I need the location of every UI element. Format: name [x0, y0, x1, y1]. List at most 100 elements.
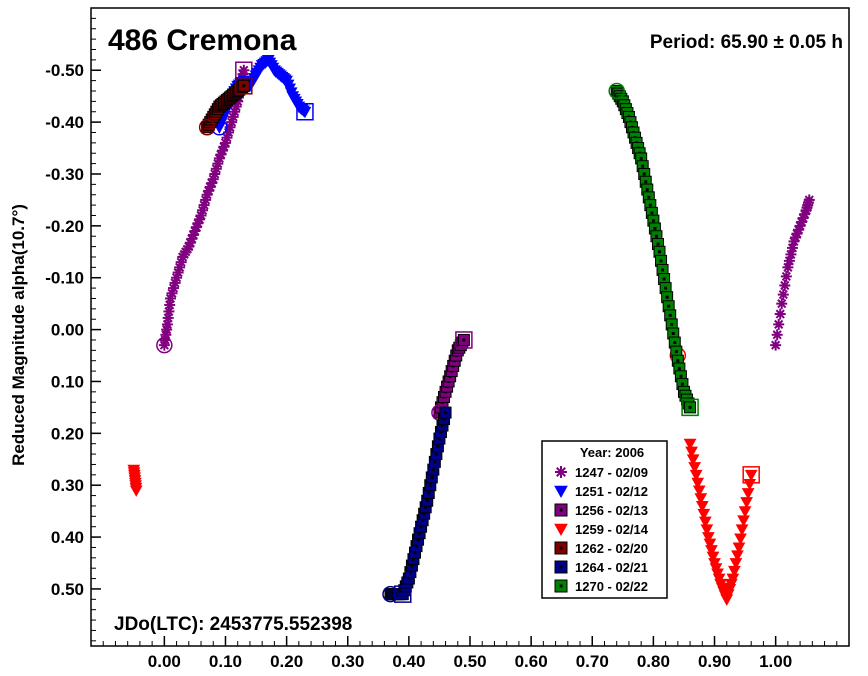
data-point-center: [422, 512, 426, 516]
series-4: [198, 77, 253, 136]
data-point: [212, 158, 224, 170]
data-point: [689, 469, 703, 482]
data-point-center: [559, 565, 563, 569]
data-point-center: [430, 475, 434, 479]
session-end-marker: [235, 77, 253, 95]
x-tick-label: 0.60: [515, 652, 548, 671]
data-point-center: [428, 483, 432, 487]
data-point-center: [677, 366, 681, 370]
data-point: [771, 329, 783, 341]
data-point: [703, 538, 717, 551]
data-marks: [127, 54, 815, 606]
data-point: [705, 545, 718, 557]
x-tick-label: 0.70: [576, 652, 609, 671]
data-point-center: [462, 338, 466, 342]
legend-entry-label: 1251 - 02/12: [575, 484, 648, 499]
data-point-center: [688, 405, 692, 409]
data-point-center: [644, 180, 648, 184]
series-5: [382, 406, 452, 603]
session-end-marker: [455, 331, 473, 349]
data-point-center: [661, 268, 665, 272]
data-point-center: [671, 331, 675, 335]
data-point: [777, 289, 789, 301]
data-point-center: [667, 304, 671, 308]
data-point: [169, 277, 181, 289]
data-point-center: [673, 341, 677, 345]
plot-frame: [90, 7, 850, 647]
data-point: [783, 255, 795, 267]
data-point: [686, 454, 700, 466]
data-point: [700, 524, 714, 536]
data-point-center: [670, 322, 674, 326]
y-axis-title: Reduced Magnitude alpha(10.7°): [9, 204, 28, 466]
axes: 0.00 0.10 0.20 0.30 0.40 0.50 0.60 0.70 0.80 0.90…: [45, 7, 850, 671]
data-point-center: [645, 188, 649, 192]
data-point-center: [408, 570, 412, 574]
data-point-center: [659, 259, 663, 263]
y-tick-label: 0.30: [51, 476, 84, 495]
session-end-marker: [742, 466, 760, 484]
data-point-center: [662, 277, 666, 281]
data-point-center: [444, 411, 448, 415]
y-tick-label: 0.10: [51, 372, 84, 391]
data-point-center: [418, 531, 422, 535]
data-point-center: [440, 424, 444, 428]
data-point-center: [654, 234, 658, 238]
data-point-center: [437, 437, 441, 441]
data-point-center: [413, 551, 417, 555]
data-point: [780, 270, 792, 282]
legend-title: Year: 2006: [580, 445, 644, 460]
data-point-center: [658, 250, 661, 254]
data-point: [695, 501, 709, 513]
data-point: [785, 248, 797, 260]
session-end-marker: [681, 398, 699, 417]
data-point: [298, 106, 312, 119]
data-point: [782, 261, 794, 273]
data-point-center: [680, 382, 684, 386]
legend-entry-label: 1264 - 02/21: [575, 560, 648, 575]
data-point-center: [656, 242, 660, 246]
series-3: [127, 347, 760, 606]
data-point: [732, 542, 746, 554]
data-point-center: [642, 172, 646, 176]
data-point-center: [431, 468, 435, 472]
data-point: [194, 213, 206, 225]
data-point: [706, 551, 720, 564]
data-point-center: [410, 564, 414, 568]
data-point-center: [559, 508, 563, 512]
y-tick-label: 0.50: [51, 580, 84, 599]
y-tick-label: -0.30: [45, 165, 84, 184]
data-point: [770, 339, 782, 351]
data-point: [554, 485, 568, 499]
data-point: [555, 466, 567, 478]
data-point-center: [415, 544, 419, 548]
legend-entry-label: 1247 - 02/09: [575, 465, 648, 480]
data-point-center: [419, 525, 423, 529]
series-0: [156, 61, 815, 354]
data-point-center: [411, 557, 415, 561]
data-point: [692, 485, 706, 497]
data-point-center: [436, 444, 440, 448]
x-tick-label: 0.90: [698, 652, 731, 671]
epoch-label: JDo(LTC): 2453775.552398: [114, 614, 352, 635]
data-point-center: [559, 584, 563, 588]
data-point-center: [664, 286, 668, 290]
data-point: [773, 318, 785, 330]
data-point: [219, 137, 231, 149]
data-point: [741, 488, 755, 500]
data-point-center: [416, 538, 420, 542]
data-point: [744, 469, 758, 482]
data-point-center: [421, 518, 425, 522]
data-point: [554, 523, 568, 537]
data-point-center: [425, 499, 429, 503]
data-point-center: [668, 313, 672, 317]
legend: Year: 2006 1247 - 02/09 1251 - 02/12 1256 …: [541, 440, 668, 599]
period-label: Period: 65.90 ± 0.05 h: [650, 32, 843, 53]
x-tick-label: 0.40: [392, 652, 425, 671]
y-tick-label: 0.20: [51, 424, 84, 443]
data-point: [688, 462, 701, 474]
y-tick-label: -0.20: [45, 217, 84, 236]
data-point: [774, 308, 786, 320]
data-point-center: [407, 577, 411, 581]
data-point-center: [641, 164, 645, 168]
